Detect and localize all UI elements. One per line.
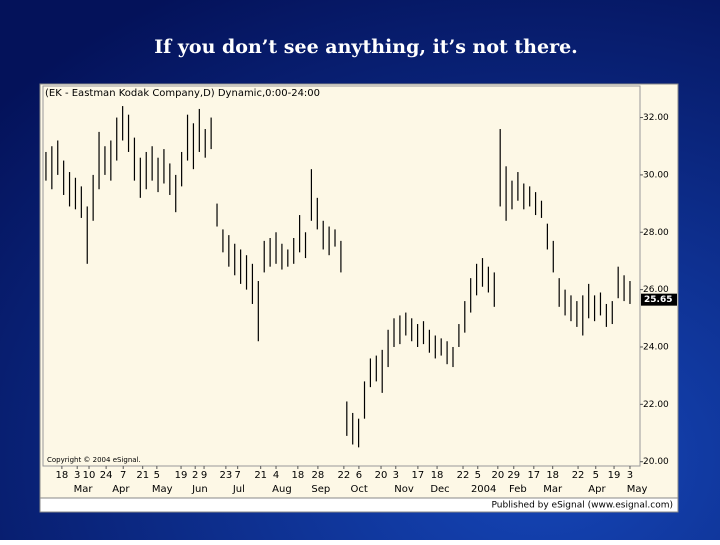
chart-title: (EK - Eastman Kodak Company,D) Dynamic,0… (45, 88, 320, 99)
x-tick-label: 7 (234, 470, 240, 481)
x-tick-label: 20 (375, 470, 388, 481)
footer: Published by eSignal (www.esignal.com) (491, 501, 673, 511)
x-tick-label: 2 (192, 470, 198, 481)
month-label: Apr (112, 484, 130, 495)
x-tick-label: 6 (356, 470, 362, 481)
y-tick-label: 28.00 (643, 228, 669, 238)
x-tick-label: 24 (100, 470, 113, 481)
copyright: Copyright © 2004 eSignal. (47, 456, 141, 464)
last-price-box (641, 293, 677, 306)
month-label: Mar (543, 484, 563, 495)
x-tick-label: 22 (572, 470, 585, 481)
x-tick-label: 4 (273, 470, 279, 481)
x-tick-label: 18 (291, 470, 304, 481)
x-tick-label: 3 (74, 470, 80, 481)
x-tick-label: 17 (412, 470, 425, 481)
x-tick-label: 5 (154, 470, 160, 481)
month-label: Feb (509, 484, 527, 495)
x-tick-label: 17 (527, 470, 540, 481)
x-tick-label: 18 (431, 470, 444, 481)
x-tick-label: 28 (312, 470, 325, 481)
x-tick-label: 19 (175, 470, 188, 481)
x-tick-label: 3 (627, 470, 633, 481)
x-tick-label: 19 (608, 470, 621, 481)
month-label: May (627, 484, 648, 495)
x-tick-label: 23 (220, 470, 233, 481)
month-label: Mar (74, 484, 94, 495)
month-label: Jul (232, 484, 245, 495)
footer-bar (39, 497, 679, 513)
month-label: Dec (430, 484, 449, 495)
y-tick-label: 32.00 (643, 113, 669, 123)
month-label: Nov (394, 484, 414, 495)
month-label: Jun (191, 484, 208, 495)
month-label: May (152, 484, 173, 495)
x-tick-label: 7 (120, 470, 126, 481)
month-label: Oct (351, 484, 368, 495)
x-tick-label: 22 (337, 470, 350, 481)
last-price-label: 25.65 (644, 295, 672, 305)
month-label: Aug (272, 484, 292, 495)
plot-area (42, 85, 641, 467)
x-tick-label: 21 (136, 470, 149, 481)
x-tick-label: 5 (475, 470, 481, 481)
x-tick-label: 9 (201, 470, 207, 481)
month-label: 2004 (471, 484, 496, 495)
x-tick-label: 3 (393, 470, 399, 481)
y-tick-label: 22.00 (643, 400, 669, 410)
y-tick-label: 26.00 (643, 285, 669, 295)
x-tick-label: 29 (507, 470, 520, 481)
x-tick-label: 22 (457, 470, 470, 481)
y-tick-label: 24.00 (643, 342, 669, 352)
x-tick-label: 20 (491, 470, 504, 481)
slide-title: If you don’t see anything, it’s not ther… (154, 36, 578, 58)
x-tick-label: 18 (56, 470, 69, 481)
x-tick-label: 18 (546, 470, 559, 481)
x-tick-label: 21 (254, 470, 267, 481)
y-tick-label: 30.00 (643, 170, 669, 180)
y-tick-label: 20.00 (643, 457, 669, 467)
month-label: Sep (311, 484, 330, 495)
x-tick-label: 10 (83, 470, 96, 481)
month-label: Apr (588, 484, 606, 495)
x-tick-label: 5 (593, 470, 599, 481)
